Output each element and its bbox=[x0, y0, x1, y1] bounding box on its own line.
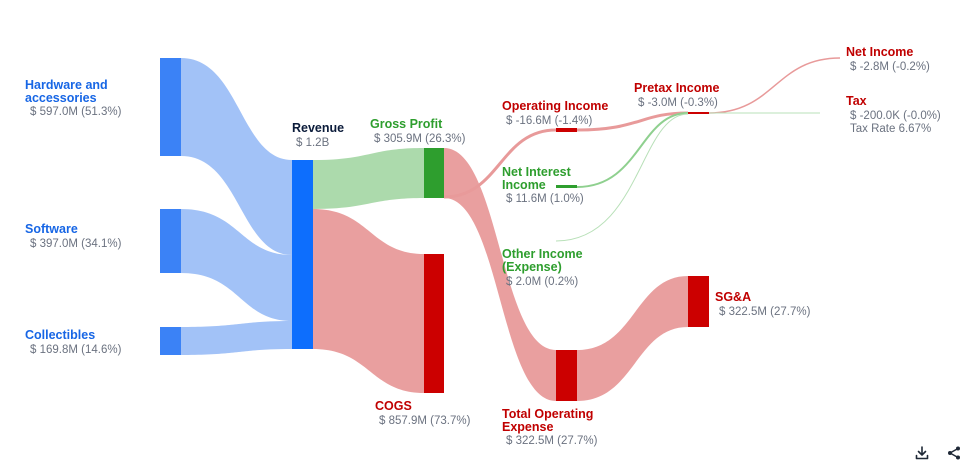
label-pretax-value: $ -3.0M (-0.3%) bbox=[638, 97, 718, 109]
links bbox=[181, 57, 841, 401]
node-hardware[interactable] bbox=[160, 58, 181, 156]
label-software-value: $ 397.0M (34.1%) bbox=[30, 238, 122, 250]
link-software-revenue[interactable] bbox=[181, 209, 292, 321]
label-revenue-value: $ 1.2B bbox=[296, 137, 330, 149]
label-sga-value: $ 322.5M (27.7%) bbox=[719, 306, 811, 318]
node-pretax-income[interactable] bbox=[688, 112, 709, 114]
label-netinterest-value: $ 11.6M (1.0%) bbox=[506, 193, 584, 205]
chart-toolbar bbox=[913, 444, 963, 462]
label-software-name: Software bbox=[25, 222, 78, 236]
label-collectibles-value: $ 169.8M (14.6%) bbox=[30, 344, 122, 356]
label-opex-value: $ 322.5M (27.7%) bbox=[506, 435, 598, 447]
label-hardware-value: $ 597.0M (51.3%) bbox=[30, 106, 122, 118]
label-netinterest-name: Net Interest Income bbox=[502, 165, 572, 192]
label-grossprofit-name: Gross Profit bbox=[370, 117, 443, 131]
label-netincome-name: Net Income bbox=[846, 45, 913, 59]
node-operating-income[interactable] bbox=[556, 128, 577, 132]
label-cogs-value: $ 857.9M (73.7%) bbox=[379, 415, 471, 427]
label-revenue-name: Revenue bbox=[292, 121, 344, 135]
label-netincome-value: $ -2.8M (-0.2%) bbox=[850, 61, 930, 73]
node-cogs[interactable] bbox=[424, 254, 444, 393]
node-total-opex[interactable] bbox=[556, 350, 577, 401]
download-button[interactable] bbox=[913, 444, 931, 462]
link-revenue-cogs[interactable] bbox=[313, 209, 424, 393]
link-pretax-netincome[interactable] bbox=[708, 57, 841, 114]
label-tax-rate: Tax Rate 6.67% bbox=[850, 123, 931, 135]
labels: Hardware and accessories $ 597.0M (51.3%)… bbox=[25, 45, 941, 447]
label-opincome-value: $ -16.6M (-1.4%) bbox=[506, 115, 592, 127]
node-net-interest[interactable] bbox=[556, 185, 577, 188]
link-grossprofit-opincome[interactable] bbox=[443, 128, 557, 199]
node-sga[interactable] bbox=[688, 276, 709, 327]
label-opex-name: Total Operating Expense bbox=[502, 407, 593, 434]
label-collectibles-name: Collectibles bbox=[25, 328, 95, 342]
link-grossprofit-opex[interactable] bbox=[444, 148, 556, 401]
label-tax-value: $ -200.0K (-0.0%) bbox=[850, 110, 941, 122]
link-hardware-revenue[interactable] bbox=[181, 58, 292, 255]
link-opincome-pretax[interactable] bbox=[576, 111, 689, 132]
link-opex-sga[interactable] bbox=[577, 276, 688, 401]
nodes bbox=[160, 58, 709, 401]
label-pretax-name: Pretax Income bbox=[634, 81, 720, 95]
label-hardware-name: Hardware and accessories bbox=[25, 78, 108, 105]
label-tax-name: Tax bbox=[846, 94, 867, 108]
link-otherincome-pretax[interactable] bbox=[555, 113, 689, 242]
node-gross-profit[interactable] bbox=[424, 148, 444, 198]
label-otherincome-value: $ 2.0M (0.2%) bbox=[506, 276, 578, 288]
label-grossprofit-value: $ 305.9M (26.3%) bbox=[374, 133, 466, 145]
label-opincome-name: Operating Income bbox=[502, 99, 608, 113]
download-icon bbox=[915, 446, 929, 460]
label-otherincome-name: Other Income (Expense) bbox=[502, 247, 583, 274]
label-cogs-name: COGS bbox=[375, 399, 412, 413]
link-collectibles-revenue[interactable] bbox=[181, 321, 292, 355]
link-netinterest-pretax[interactable] bbox=[576, 112, 689, 188]
node-revenue[interactable] bbox=[292, 160, 313, 349]
node-collectibles[interactable] bbox=[160, 327, 181, 355]
share-icon bbox=[948, 446, 960, 460]
label-sga-name: SG&A bbox=[715, 290, 751, 304]
link-revenue-grossprofit[interactable] bbox=[313, 148, 424, 209]
share-button[interactable] bbox=[945, 444, 963, 462]
node-software[interactable] bbox=[160, 209, 181, 273]
